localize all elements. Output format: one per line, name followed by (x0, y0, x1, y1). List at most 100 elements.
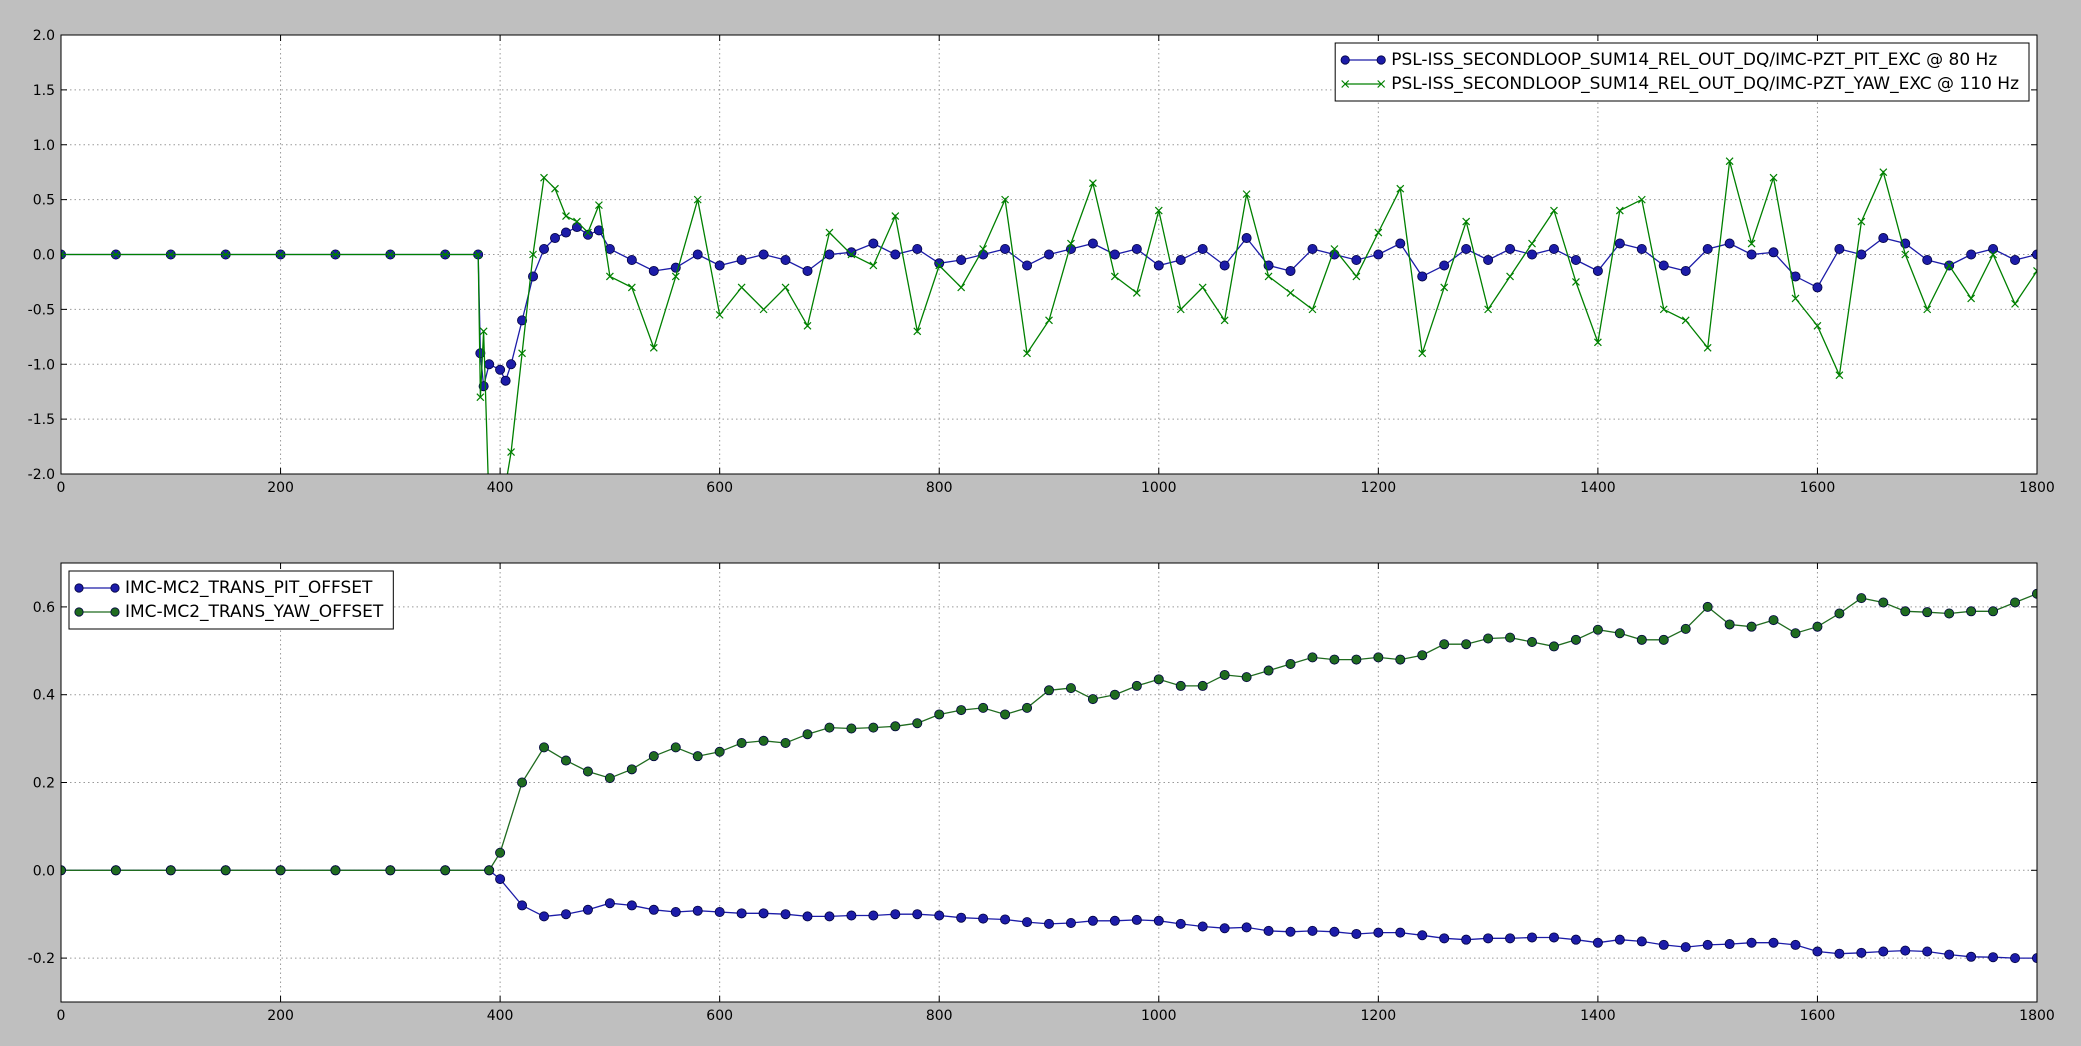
x-tick-label: 800 (926, 1008, 953, 1024)
y-tick-label: -1.0 (28, 357, 55, 373)
marker (1067, 239, 1075, 248)
legend-label: PSL-ISS_SECONDLOOP_SUM14_REL_OUT_DQ/IMC-… (1391, 50, 1997, 70)
y-tick-label: -0.2 (28, 951, 55, 967)
marker (956, 254, 967, 265)
marker (758, 735, 769, 746)
marker (648, 751, 659, 762)
marker (1219, 260, 1230, 271)
marker (714, 746, 725, 757)
marker (1308, 305, 1317, 314)
marker (2033, 267, 2037, 275)
marker (1922, 946, 1933, 957)
marker (714, 907, 725, 918)
marker (780, 909, 791, 920)
marker (166, 250, 175, 259)
marker (1856, 593, 1867, 604)
marker (518, 349, 526, 358)
marker (1769, 173, 1778, 182)
marker (1506, 272, 1514, 281)
marker (1659, 305, 1668, 314)
x-tick-label: 200 (267, 480, 294, 496)
marker (1263, 665, 1274, 676)
marker (890, 909, 901, 920)
marker (1087, 238, 1098, 249)
marker (1417, 930, 1428, 941)
marker (868, 910, 879, 921)
marker (649, 343, 658, 352)
marker (1834, 244, 1845, 255)
marker (1022, 260, 1033, 271)
marker (847, 250, 856, 259)
marker (1768, 615, 1779, 626)
marker (1483, 254, 1494, 265)
marker (692, 249, 703, 260)
marker (1439, 639, 1450, 650)
y-tick-label: 0.0 (33, 863, 55, 879)
marker (670, 907, 681, 918)
marker (1153, 915, 1164, 926)
marker (385, 865, 396, 876)
marker (1614, 934, 1625, 945)
marker (671, 272, 680, 281)
marker (2010, 953, 2021, 964)
marker (1834, 608, 1845, 619)
x-tick-label: 800 (926, 480, 953, 496)
marker (1966, 951, 1977, 962)
legend-marker (1340, 55, 1350, 65)
marker (1483, 633, 1494, 644)
marker (476, 393, 485, 402)
marker (1593, 338, 1602, 347)
y-tick-label: 0.0 (33, 248, 55, 264)
marker (330, 865, 341, 876)
marker (648, 265, 659, 276)
marker (2011, 299, 2019, 308)
y-tick-label: -2.0 (28, 467, 55, 483)
marker (61, 250, 65, 259)
marker (1175, 680, 1186, 691)
marker (560, 227, 571, 238)
marker (670, 742, 681, 753)
y-tick-label: 0.2 (33, 776, 55, 792)
marker (331, 250, 340, 259)
marker (1065, 683, 1076, 694)
axes: 0 200 400 600 800 1000 1200 1400 1600 1800 -2.0 -1.… (28, 28, 2055, 496)
marker (1241, 922, 1252, 933)
marker (780, 254, 791, 265)
marker (1724, 619, 1735, 630)
legend-marker (1376, 55, 1386, 65)
marker (441, 250, 450, 259)
marker (1966, 606, 1977, 617)
marker (560, 755, 571, 766)
marker (1153, 674, 1164, 685)
marker (1592, 624, 1603, 635)
marker (1592, 265, 1603, 276)
marker (846, 910, 857, 921)
marker (824, 249, 835, 260)
y-tick-label: 1.5 (33, 83, 55, 99)
marker (550, 233, 561, 244)
marker (1131, 680, 1142, 691)
marker (1768, 937, 1779, 948)
marker (1945, 261, 1954, 270)
marker (495, 847, 506, 858)
marker (1703, 343, 1712, 352)
marker (1131, 244, 1142, 255)
marker (220, 865, 231, 876)
marker (1484, 305, 1493, 314)
marker (1373, 652, 1384, 663)
marker (780, 737, 791, 748)
marker (1022, 917, 1033, 928)
plot-frame (60, 34, 2038, 475)
marker (1109, 915, 1120, 926)
marker (1351, 254, 1362, 265)
marker (869, 261, 878, 270)
x-tick-label: 200 (267, 1008, 294, 1024)
x-tick-label: 1200 (1361, 480, 1397, 496)
marker (539, 244, 550, 255)
legend: IMC-MC2_TRANS_PIT_OFFSET IMC-MC2_TRANS_YA… (68, 570, 394, 630)
marker (890, 249, 901, 260)
marker (1329, 926, 1340, 937)
marker (1176, 305, 1185, 314)
marker (582, 766, 593, 777)
